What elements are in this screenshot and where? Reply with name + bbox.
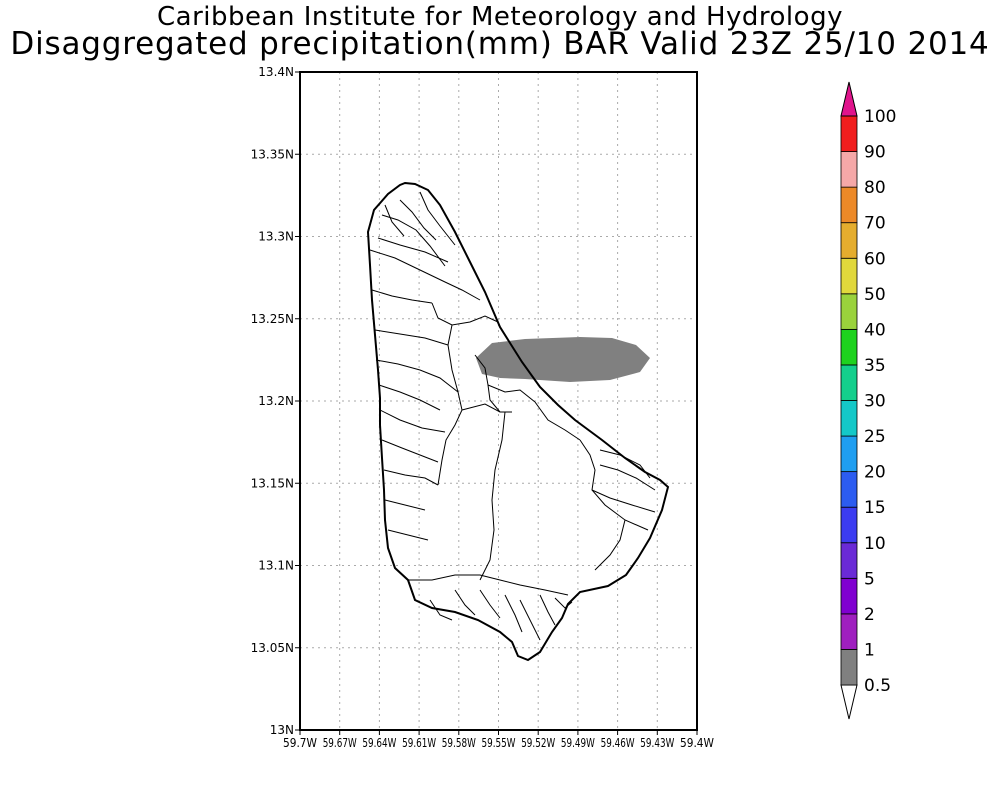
x-tick-label: 59.67W bbox=[323, 736, 357, 750]
x-tick-label: 59.52W bbox=[521, 736, 555, 750]
map-title: Disaggregated precipitation(mm) BAR Vali… bbox=[10, 26, 990, 62]
colorbar-swatch bbox=[840, 186, 858, 224]
colorbar-swatch bbox=[840, 435, 858, 473]
colorbar-label: 15 bbox=[864, 498, 886, 518]
x-tick-label: 59.55W bbox=[482, 736, 516, 750]
colorbar-label: 5 bbox=[864, 569, 875, 589]
colorbar-swatch bbox=[840, 115, 858, 152]
colorbar-label: 35 bbox=[864, 356, 886, 376]
y-tick-label: 13.2N bbox=[258, 394, 294, 408]
colorbar-label: 80 bbox=[864, 178, 886, 198]
colorbar-swatch bbox=[840, 364, 858, 401]
colorbar-swatch bbox=[840, 649, 858, 686]
colorbar-swatch bbox=[840, 577, 858, 615]
colorbar-label: 90 bbox=[864, 143, 886, 163]
colorbar-label: 60 bbox=[864, 249, 886, 269]
colorbar-swatch bbox=[840, 151, 858, 188]
colorbar-swatch bbox=[840, 471, 858, 508]
colorbar-label: 0.5 bbox=[864, 676, 891, 696]
colorbar-label: 20 bbox=[864, 463, 886, 483]
y-axis-ticks: 13N 13.05N 13.1N 13.15N 13.2N 13.25N 13.3N 13.3… bbox=[251, 65, 300, 737]
y-tick-label: 13.05N bbox=[251, 641, 294, 655]
colorbar-swatch bbox=[840, 328, 858, 366]
colorbar-max-extension bbox=[840, 81, 858, 117]
y-tick-label: 13.1N bbox=[258, 559, 294, 573]
colorbar-swatch bbox=[840, 293, 858, 330]
y-tick-label: 13.35N bbox=[251, 147, 294, 161]
colorbar-min-extension bbox=[840, 684, 858, 720]
x-axis-ticks: 59.7W 59.67W 59.64W 59.61W 59.58W 59.55W 59.52… bbox=[283, 730, 714, 750]
y-tick-label: 13.15N bbox=[251, 476, 294, 490]
colorbar-label: 70 bbox=[864, 214, 886, 234]
map-gridlines bbox=[300, 72, 697, 730]
x-tick-label: 59.58W bbox=[442, 736, 476, 750]
x-tick-label: 59.7W bbox=[283, 736, 317, 750]
y-tick-label: 13.25N bbox=[251, 312, 294, 326]
colorbar-label: 40 bbox=[864, 320, 886, 340]
watershed-boundaries bbox=[369, 191, 656, 641]
colorbar-label: 100 bbox=[864, 107, 896, 127]
precipitation-area bbox=[476, 337, 650, 382]
colorbar-swatch bbox=[840, 222, 858, 259]
colorbar-swatch bbox=[840, 257, 858, 295]
colorbar-label: 1 bbox=[864, 640, 875, 660]
colorbar-swatch bbox=[840, 506, 858, 544]
colorbar-label: 25 bbox=[864, 427, 886, 447]
colorbar-label: 2 bbox=[864, 605, 875, 625]
y-tick-label: 13N bbox=[270, 723, 294, 737]
x-tick-label: 59.61W bbox=[402, 736, 436, 750]
colorbar-label: 10 bbox=[864, 534, 886, 554]
colorbar-swatch bbox=[840, 542, 858, 579]
barbados-coastline bbox=[366, 181, 670, 662]
x-tick-label: 59.43W bbox=[640, 736, 674, 750]
colorbar-swatch bbox=[840, 613, 858, 650]
x-tick-label: 59.64W bbox=[362, 736, 396, 750]
x-tick-label: 59.49W bbox=[561, 736, 595, 750]
x-tick-label: 59.4W bbox=[680, 736, 714, 750]
y-tick-label: 13.4N bbox=[258, 65, 294, 79]
colorbar-swatch bbox=[840, 400, 858, 437]
colorbar-label: 50 bbox=[864, 285, 886, 305]
y-tick-label: 13.3N bbox=[258, 230, 294, 244]
institute-title: Caribbean Institute for Meteorology and … bbox=[157, 2, 843, 32]
colorbar-label: 30 bbox=[864, 392, 886, 412]
x-tick-label: 59.46W bbox=[601, 736, 635, 750]
